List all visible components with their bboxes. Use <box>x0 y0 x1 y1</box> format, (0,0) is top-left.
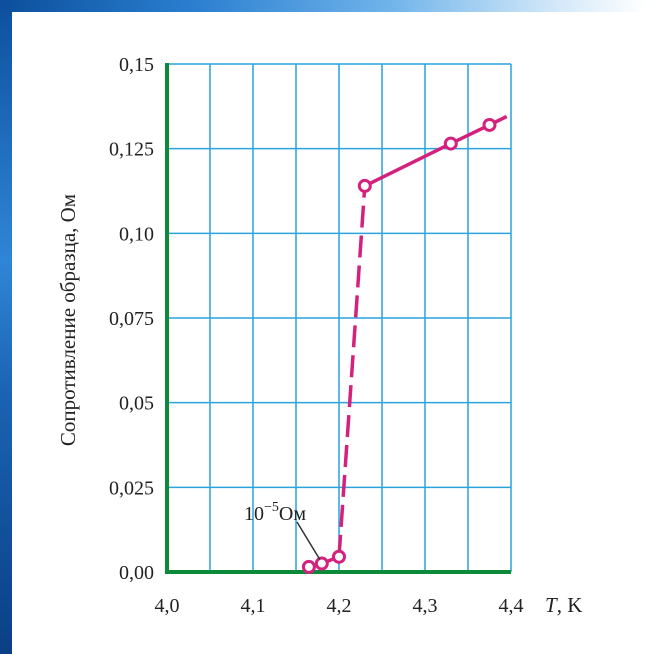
data-point <box>443 136 458 151</box>
data-point <box>314 556 329 571</box>
y-axis-title: Сопротивление образца, Ом <box>56 194 80 446</box>
x-tick-label: 4,1 <box>241 595 266 617</box>
x-axis-unit: , K <box>557 593 583 617</box>
y-tick-label: 0,025 <box>109 477 154 499</box>
tick-labels: 4,0 4,1 4,2 4,3 4,4 0,00 0,025 0,05 0,075 0,10 0,1… <box>109 54 524 617</box>
chart-panel <box>12 12 646 654</box>
annotation-label: 10−5Ом <box>244 500 306 525</box>
x-axis-symbol: T <box>545 593 558 617</box>
y-tick-label: 0,00 <box>119 562 154 584</box>
x-tick-label: 4,4 <box>499 595 524 617</box>
x-axis-title: T, K <box>545 593 582 617</box>
data-point <box>332 549 346 564</box>
x-tick-label: 4,2 <box>327 595 352 617</box>
annotation: 10−5Ом <box>244 500 321 560</box>
data-series <box>301 114 508 574</box>
y-tick-label: 0,075 <box>109 308 154 330</box>
annotation-exponent: −5 <box>264 500 279 515</box>
series-segment <box>450 123 491 146</box>
x-tick-label: 4,3 <box>413 595 438 617</box>
x-tick-label: 4,0 <box>155 595 180 617</box>
left-decorative-edge <box>0 0 12 654</box>
y-tick-label: 0,125 <box>109 139 154 161</box>
axes <box>165 63 511 574</box>
y-tick-label: 0,05 <box>119 393 154 415</box>
annotation-base: 10 <box>244 503 264 525</box>
data-point <box>357 178 372 193</box>
y-tick-label: 0,15 <box>119 54 154 76</box>
data-point <box>482 117 497 132</box>
series-segment <box>364 142 452 188</box>
data-point <box>301 559 316 574</box>
series-dashed-segment <box>337 185 367 557</box>
annotation-leader-line <box>296 521 321 560</box>
y-tick-label: 0,10 <box>119 223 154 245</box>
annotation-unit: Ом <box>279 503 306 525</box>
